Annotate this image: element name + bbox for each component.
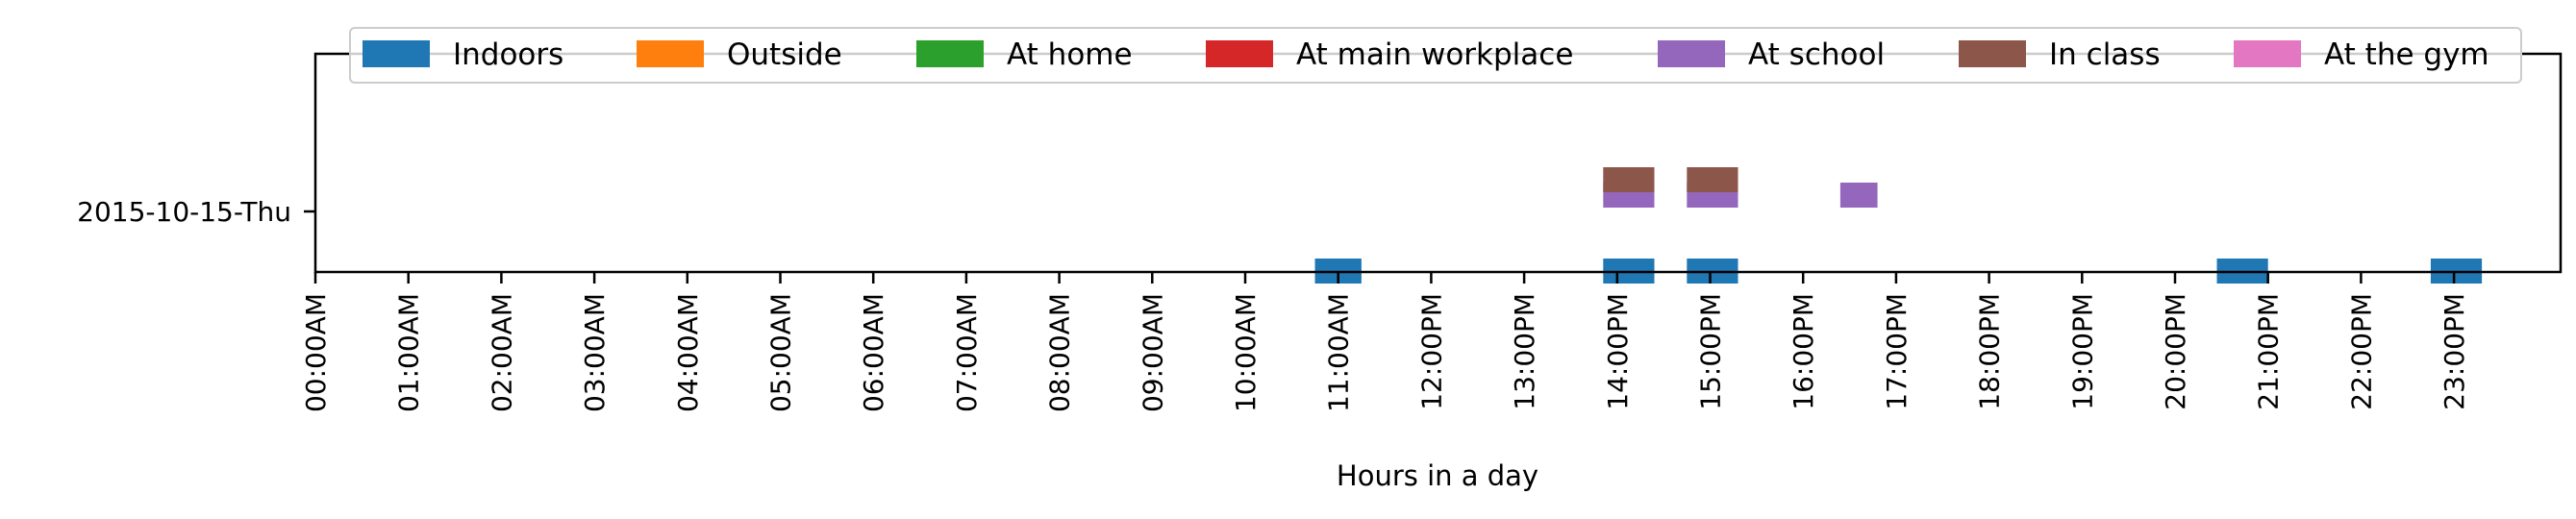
x-tick-label: 08:00AM [1044,293,1076,412]
x-tick-label: 19:00PM [2066,293,2098,410]
legend-swatch-in-class [1959,40,2026,67]
x-tick-label: 01:00AM [393,293,425,412]
x-tick-label: 18:00PM [1974,293,2006,410]
legend-label-at-home: At home [1007,37,1133,72]
legend-swatch-at-home [916,40,984,67]
legend-label-indoors: Indoors [453,37,563,72]
x-tick-label: 20:00PM [2160,293,2191,410]
x-axis: 00:00AM 01:00AM 02:00AM 03:00AM 04:00AM 05:00… [300,272,2470,412]
x-tick-label: 07:00AM [951,293,983,412]
legend-swatch-at-main-workplace [1206,40,1273,67]
x-tick-label: 12:00PM [1415,293,1447,410]
x-tick-label: 13:00PM [1509,293,1540,410]
x-tick-label: 17:00PM [1881,293,1913,410]
x-tick-label: 23:00PM [2438,293,2470,410]
x-tick-label: 05:00AM [765,293,797,412]
x-tick-label: 16:00PM [1788,293,1819,410]
legend-swatch-at-school [1658,40,1725,67]
x-tick-label: 06:00AM [858,293,889,412]
x-tick-label: 02:00AM [486,293,517,412]
x-tick-label: 00:00AM [300,293,332,412]
legend: Indoors Outside At home At main workplace At… [349,27,2522,84]
plot-frame [313,52,2563,274]
y-tick-label: 2015-10-15-Thu [77,196,291,228]
x-tick-label: 15:00PM [1695,293,1727,410]
legend-label-outside: Outside [727,37,842,72]
bar-at-school-2 [1839,183,1878,208]
legend-label-at-the-gym: At the gym [2324,37,2489,72]
x-tick-label: 21:00PM [2253,293,2285,410]
legend-label-at-main-workplace: At main workplace [1296,37,1573,72]
legend-swatch-at-the-gym [2234,40,2301,67]
x-tick-label: 22:00PM [2345,293,2377,410]
y-axis: 2015-10-15-Thu [77,196,315,228]
x-tick-label: 11:00AM [1323,293,1355,412]
bars-layer [1314,167,2483,284]
bar-in-class-0 [1603,167,1655,192]
bar-in-class-1 [1687,167,1738,192]
x-tick-label: 14:00PM [1602,293,1634,410]
x-axis-title: Hours in a day [1337,459,1538,492]
legend-swatch-outside [637,40,704,67]
x-tick-label: 03:00AM [579,293,611,412]
x-tick-label: 10:00AM [1230,293,1262,412]
x-tick-label: 04:00AM [672,293,704,412]
legend-label-at-school: At school [1748,37,1885,72]
legend-swatch-indoors [363,40,430,67]
legend-label-in-class: In class [2049,37,2161,72]
x-tick-label: 09:00AM [1137,293,1168,412]
